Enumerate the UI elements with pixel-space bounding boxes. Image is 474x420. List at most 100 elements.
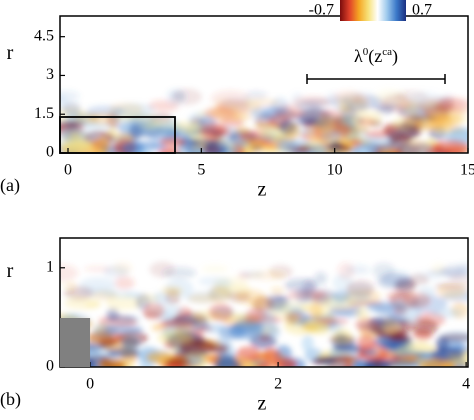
field-blob [325,311,363,318]
field-blob [372,262,395,279]
field-blob [162,266,197,280]
field-blob [163,287,181,296]
y-axis-label: r [7,42,14,64]
colorbar-max: 0.7 [412,2,432,19]
field-blob [447,127,468,144]
field-blob [424,149,450,153]
field-blob [311,357,338,365]
x-tick-label: 10 [327,162,343,179]
field-blob [214,279,234,288]
field-blob [438,267,468,278]
field-blob [308,143,326,153]
field-blob [160,137,187,147]
y-tick-label: 0 [46,144,54,161]
field-blob [107,347,141,358]
field-blob [390,341,408,349]
field-blob [216,353,237,367]
y-tick-label: 4.5 [34,27,54,44]
field-blob [354,144,378,153]
field-blob [122,140,145,153]
field-blob [235,289,266,305]
field-blob [285,123,301,140]
y-tick-label: 3 [46,66,54,83]
field-blob [326,92,339,102]
field-blob [399,304,422,322]
field-blob [93,323,118,338]
field-blob [63,281,77,289]
y-axis-label: r [7,260,14,282]
field-blobs [60,261,468,367]
field-blob [410,319,439,336]
field-blob [249,333,277,350]
field-blob [158,147,183,153]
field-blob [70,132,83,144]
field-blob [338,105,351,114]
annotation-part: ca [382,46,392,58]
field-blob [344,265,371,275]
field-blob [383,123,423,140]
x-axis-label: z [258,179,267,201]
field-blob [292,95,330,108]
field-blob [62,102,81,117]
field-blob [375,88,404,105]
field-blob [221,97,254,110]
field-blob [430,348,466,361]
field-blob [105,295,144,310]
field-blob [283,311,299,325]
field-blob [244,98,281,107]
annotation-part: ) [392,46,398,67]
field-blob [308,302,323,319]
field-blob [314,117,335,135]
field-blob [90,138,111,153]
field [60,88,468,153]
field-blob [379,278,398,285]
field-blob [314,272,328,285]
field-blob [342,92,382,110]
field [60,261,468,367]
field-blob [60,264,79,282]
field-blob [378,148,402,153]
field-blob [244,91,268,101]
y-tick-label: 1.5 [34,105,54,122]
field-blob [378,359,419,367]
field-blob [143,302,165,320]
field-blob [302,321,327,332]
field-blob [408,273,430,286]
field-blob [60,90,80,102]
field-blob [434,282,468,290]
field-blob [86,105,124,117]
y-tick-label: 1 [46,258,54,275]
field-blob [203,106,236,120]
field-blob [183,290,219,303]
field-blob [351,111,382,126]
annotation-part: 0 [363,46,369,58]
field-blob [233,318,263,332]
field-blob [430,307,463,319]
field-blob [205,323,227,334]
field-blob [106,307,120,321]
field-blob [403,103,419,116]
field-blob [270,286,285,295]
field-blob [356,307,369,321]
field-blob [350,139,363,146]
field-blob [375,106,394,115]
field-blob [431,140,468,153]
x-tick-label: 15 [460,162,474,179]
field-blob [357,334,376,352]
field-blob [97,358,127,367]
field-blob [177,143,204,153]
colorbar [340,0,406,21]
x-tick-label: 5 [197,162,205,179]
field-blob [121,336,140,350]
field-blob [103,265,130,278]
field-blob [237,272,251,280]
field-blob [332,290,351,303]
field-blob [158,319,196,329]
field-blob [249,105,288,118]
field-blob [301,335,314,352]
field-blob [201,264,229,274]
field-blob [232,113,252,121]
field-blob [276,139,299,153]
